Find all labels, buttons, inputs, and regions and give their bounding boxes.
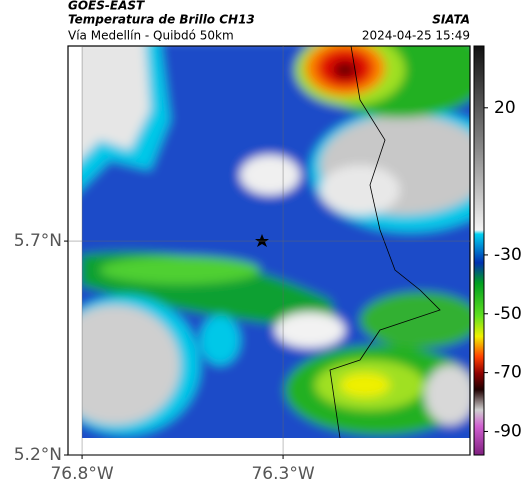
title: GOES-EAST — [68, 0, 145, 13]
satellite-image — [82, 46, 470, 438]
route: Vía Medellín - Quibdó 50km — [68, 29, 234, 43]
city-marker — [255, 234, 269, 247]
subtitle: Temperatura de Brillo CH13 — [68, 13, 255, 27]
lon-tick-label: 76.8°W — [50, 464, 113, 484]
lat-tick-label: 5.7°N — [14, 231, 62, 251]
colorbar — [473, 45, 485, 456]
colorbar-tick-label: 20 — [494, 98, 516, 118]
source: SIATA — [432, 13, 470, 27]
colorbar-tick-label: -30 — [494, 245, 522, 265]
lon-tick-label: 76.3°W — [251, 464, 314, 484]
colorbar-tick-label: -90 — [494, 421, 522, 441]
colorbar-tick-label: -50 — [494, 304, 522, 324]
colorbar-tick-label: -70 — [494, 363, 522, 383]
timestamp: 2024-04-25 15:49 — [362, 29, 470, 43]
lat-tick-label: 5.2°N — [14, 445, 62, 465]
